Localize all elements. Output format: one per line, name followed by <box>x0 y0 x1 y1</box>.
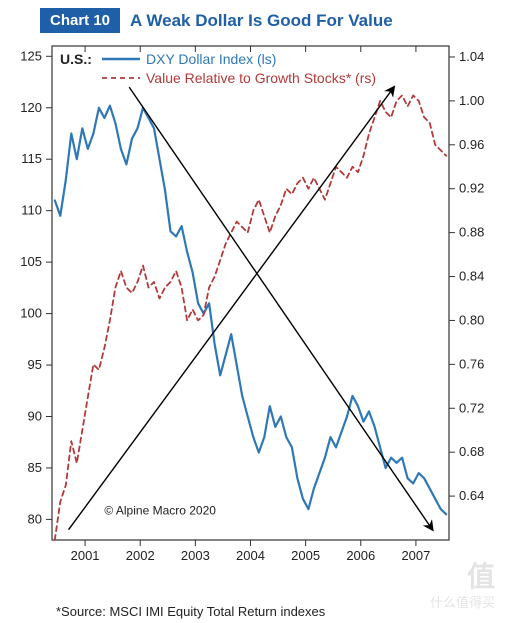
svg-text:DXY Dollar Index (ls): DXY Dollar Index (ls) <box>146 51 276 67</box>
watermark-text: 什么值得买 <box>430 592 495 611</box>
svg-text:2007: 2007 <box>401 548 430 563</box>
svg-text:2005: 2005 <box>291 548 320 563</box>
svg-text:0.92: 0.92 <box>459 181 484 196</box>
chart-title: A Weak Dollar Is Good For Value <box>130 11 393 31</box>
svg-text:0.64: 0.64 <box>459 488 484 503</box>
svg-text:1.04: 1.04 <box>459 49 484 64</box>
svg-text:© Alpine Macro 2020: © Alpine Macro 2020 <box>104 503 216 517</box>
svg-text:2004: 2004 <box>236 548 265 563</box>
svg-text:2003: 2003 <box>181 548 210 563</box>
svg-text:110: 110 <box>21 203 42 218</box>
svg-text:0.96: 0.96 <box>459 137 484 152</box>
svg-text:90: 90 <box>28 409 42 424</box>
svg-text:0.88: 0.88 <box>459 225 484 240</box>
svg-text:0.84: 0.84 <box>459 269 484 284</box>
svg-text:1.00: 1.00 <box>459 93 484 108</box>
svg-text:2002: 2002 <box>126 548 155 563</box>
svg-text:0.76: 0.76 <box>459 356 484 371</box>
svg-text:Value Relative to Growth Stock: Value Relative to Growth Stocks* (rs) <box>146 70 376 86</box>
svg-text:105: 105 <box>20 254 42 269</box>
chart-badge: Chart 10 <box>40 8 120 33</box>
svg-text:0.68: 0.68 <box>459 444 484 459</box>
svg-text:2001: 2001 <box>71 548 100 563</box>
svg-text:85: 85 <box>28 460 42 475</box>
svg-text:95: 95 <box>28 357 42 372</box>
svg-text:115: 115 <box>21 151 42 166</box>
chart-footnote: *Source: MSCI IMI Equity Total Return in… <box>56 604 325 619</box>
chart-canvas: 80 85 90 95 100 105 110 115 120 125 0.64 0.68 0.72 0.… <box>0 38 505 578</box>
svg-text:100: 100 <box>20 306 42 321</box>
svg-text:U.S.:: U.S.: <box>60 51 92 67</box>
svg-text:0.80: 0.80 <box>459 312 484 327</box>
svg-text:0.72: 0.72 <box>459 400 484 415</box>
svg-text:125: 125 <box>20 48 42 63</box>
svg-text:120: 120 <box>20 100 42 115</box>
svg-text:2006: 2006 <box>346 548 375 563</box>
watermark-icon: 值 <box>467 555 495 595</box>
svg-text:80: 80 <box>28 511 42 526</box>
